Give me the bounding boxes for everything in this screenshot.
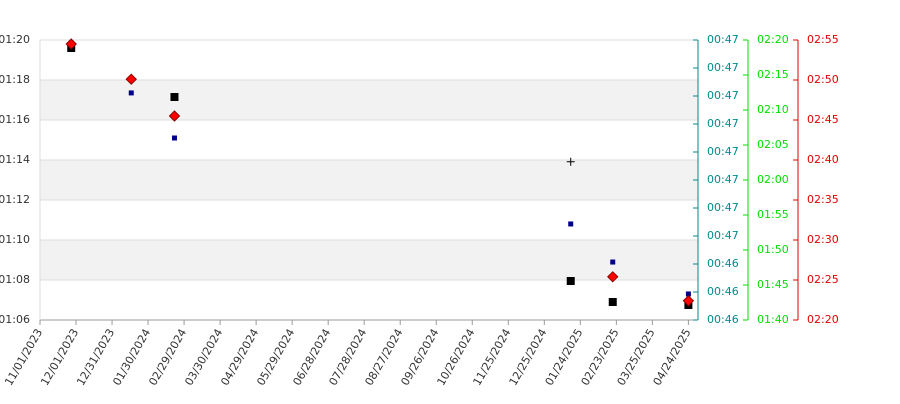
y-tick-label: 01:06 <box>0 313 30 326</box>
y2-tick-label: 00:46 <box>707 313 739 326</box>
y-tick-label: 01:08 <box>0 273 30 286</box>
marker <box>566 157 575 166</box>
grid-band <box>40 80 698 120</box>
y2-tick-label: 00:47 <box>707 61 739 74</box>
y3-tick-label: 02:00 <box>757 173 789 186</box>
x-tick-label: 04/24/2025 <box>651 327 694 388</box>
y4-tick-label: 02:55 <box>807 33 839 46</box>
y-tick-label: 01:20 <box>0 33 30 46</box>
y3-tick-label: 02:10 <box>757 103 789 116</box>
marker <box>125 73 137 85</box>
marker <box>566 277 575 285</box>
y-tick-label: 01:14 <box>0 153 30 166</box>
y-tick-label: 01:10 <box>0 233 30 246</box>
y4-tick-label: 02:20 <box>807 313 839 326</box>
y3-tick-label: 02:05 <box>757 138 789 151</box>
y2-tick-label: 00:47 <box>707 145 739 158</box>
y3-tick-label: 01:55 <box>757 208 789 221</box>
marker <box>608 298 617 306</box>
marker <box>168 110 181 122</box>
y2-tick-label: 00:46 <box>707 257 739 270</box>
y2-tick-label: 00:46 <box>707 285 739 298</box>
y2-tick-label: 00:47 <box>707 33 739 46</box>
marker <box>171 135 177 141</box>
y-tick-label: 01:12 <box>0 193 30 206</box>
y2-tick-label: 00:47 <box>707 201 739 214</box>
marker <box>685 291 691 297</box>
marker <box>568 221 574 227</box>
y3-tick-label: 02:15 <box>757 68 789 81</box>
marker <box>65 38 77 50</box>
y2-tick-label: 00:47 <box>707 229 739 242</box>
grid-band <box>40 240 698 280</box>
marker <box>607 271 619 283</box>
grid-band <box>40 160 698 200</box>
marker <box>682 295 695 307</box>
y4-tick-label: 02:50 <box>807 73 839 86</box>
y4-tick-label: 02:40 <box>807 153 839 166</box>
marker <box>610 259 616 265</box>
marker <box>170 93 179 101</box>
y3-tick-label: 02:20 <box>757 33 789 46</box>
y2-tick-label: 00:47 <box>707 117 739 130</box>
y4-tick-label: 02:30 <box>807 233 839 246</box>
y2-tick-label: 00:47 <box>707 173 739 186</box>
y-tick-label: 01:18 <box>0 73 30 86</box>
marker <box>128 90 134 96</box>
y4-tick-label: 02:45 <box>807 113 839 126</box>
y-tick-label: 01:16 <box>0 113 30 126</box>
y3-tick-label: 01:50 <box>757 243 789 256</box>
y4-tick-label: 02:35 <box>807 193 839 206</box>
y3-tick-label: 01:40 <box>757 313 789 326</box>
y3-tick-label: 01:45 <box>757 278 789 291</box>
y2-tick-label: 00:47 <box>707 89 739 102</box>
y4-tick-label: 02:25 <box>807 273 839 286</box>
